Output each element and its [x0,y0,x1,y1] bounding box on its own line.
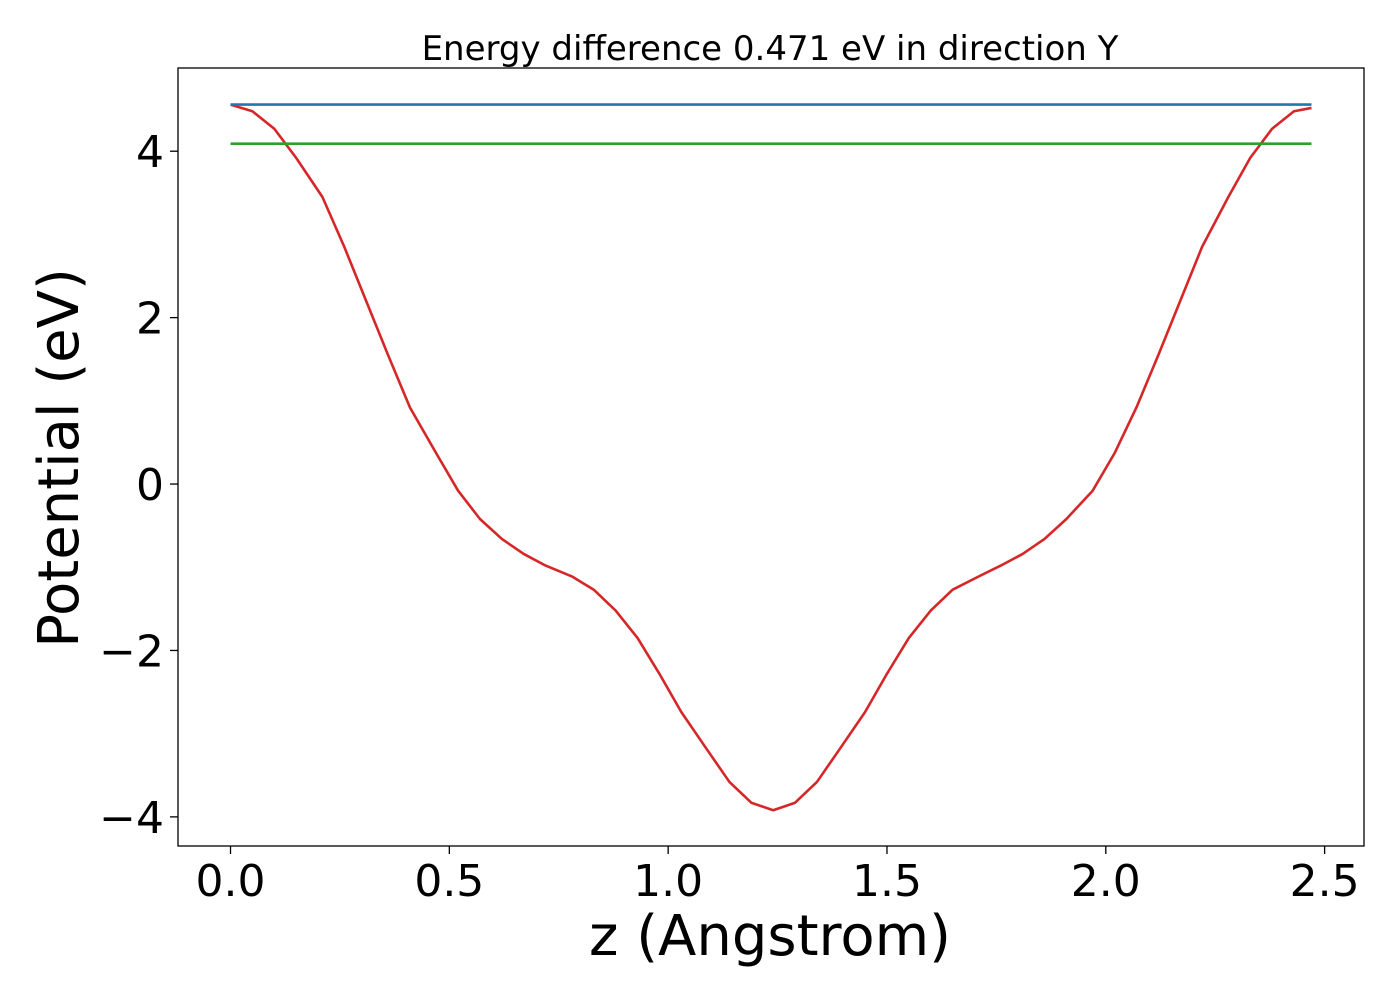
plot-area [177,67,1365,847]
x-tick-label: 2.0 [1071,856,1141,907]
axis-ticks: 0.0 0.5 1.0 1.5 2.0 2.5 −4 −2 0 2 4 [99,127,1359,907]
series-line-0 [230,103,1312,812]
y-tick-label: 2 [136,294,164,345]
y-tick-label: −2 [99,626,164,677]
y-axis-label: Potential (eV) [27,268,92,648]
y-tick-label: 0 [136,460,164,511]
chart-title: Energy difference 0.471 eV in direction … [422,29,1119,69]
plot-frame [177,67,1365,847]
y-tick-label: −4 [99,793,164,844]
y-tick-label: 4 [136,127,164,178]
x-tick-label: 0.0 [196,856,266,907]
x-tick-label: 1.0 [633,856,703,907]
x-tick-label: 0.5 [414,856,484,907]
x-axis-label: z (Angstrom) [589,904,951,969]
x-tick-label: 1.5 [852,856,922,907]
x-tick-label: 2.5 [1290,856,1360,907]
